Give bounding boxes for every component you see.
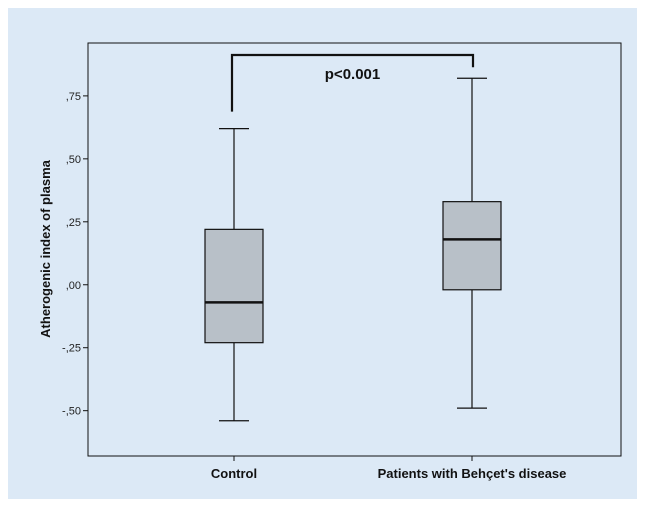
chart-panel: -,50 -,25 ,00 ,25 ,50 ,75 Control Patients wit… [8,8,637,499]
x-category-label: Patients with Behçet's disease [378,466,567,481]
y-tick-label: ,75 [66,91,81,103]
y-tick-label: ,00 [66,280,81,292]
box-patients [442,77,502,409]
p-value-label: p<0.001 [325,66,380,83]
y-tick-label: -,50 [62,406,81,418]
y-tick-label: ,50 [66,154,81,166]
significance-bracket [230,53,475,112]
y-tick-label: ,25 [66,217,81,229]
iqr-box [442,201,502,291]
box-control [204,128,264,422]
x-axis: Control Patients with Behçet's disease [211,456,567,481]
plot-area [87,42,622,457]
boxplot-chart: -,50 -,25 ,00 ,25 ,50 ,75 Control Patients wit… [38,42,622,481]
y-tick-label: -,25 [62,343,81,355]
significance-annotation: p<0.001 [230,53,475,112]
box-series [204,77,502,422]
iqr-box [204,228,264,344]
y-axis: -,50 -,25 ,00 ,25 ,50 ,75 [62,91,88,418]
x-category-label: Control [211,466,257,481]
y-axis-title: Atherogenic index of plasma [38,159,53,337]
